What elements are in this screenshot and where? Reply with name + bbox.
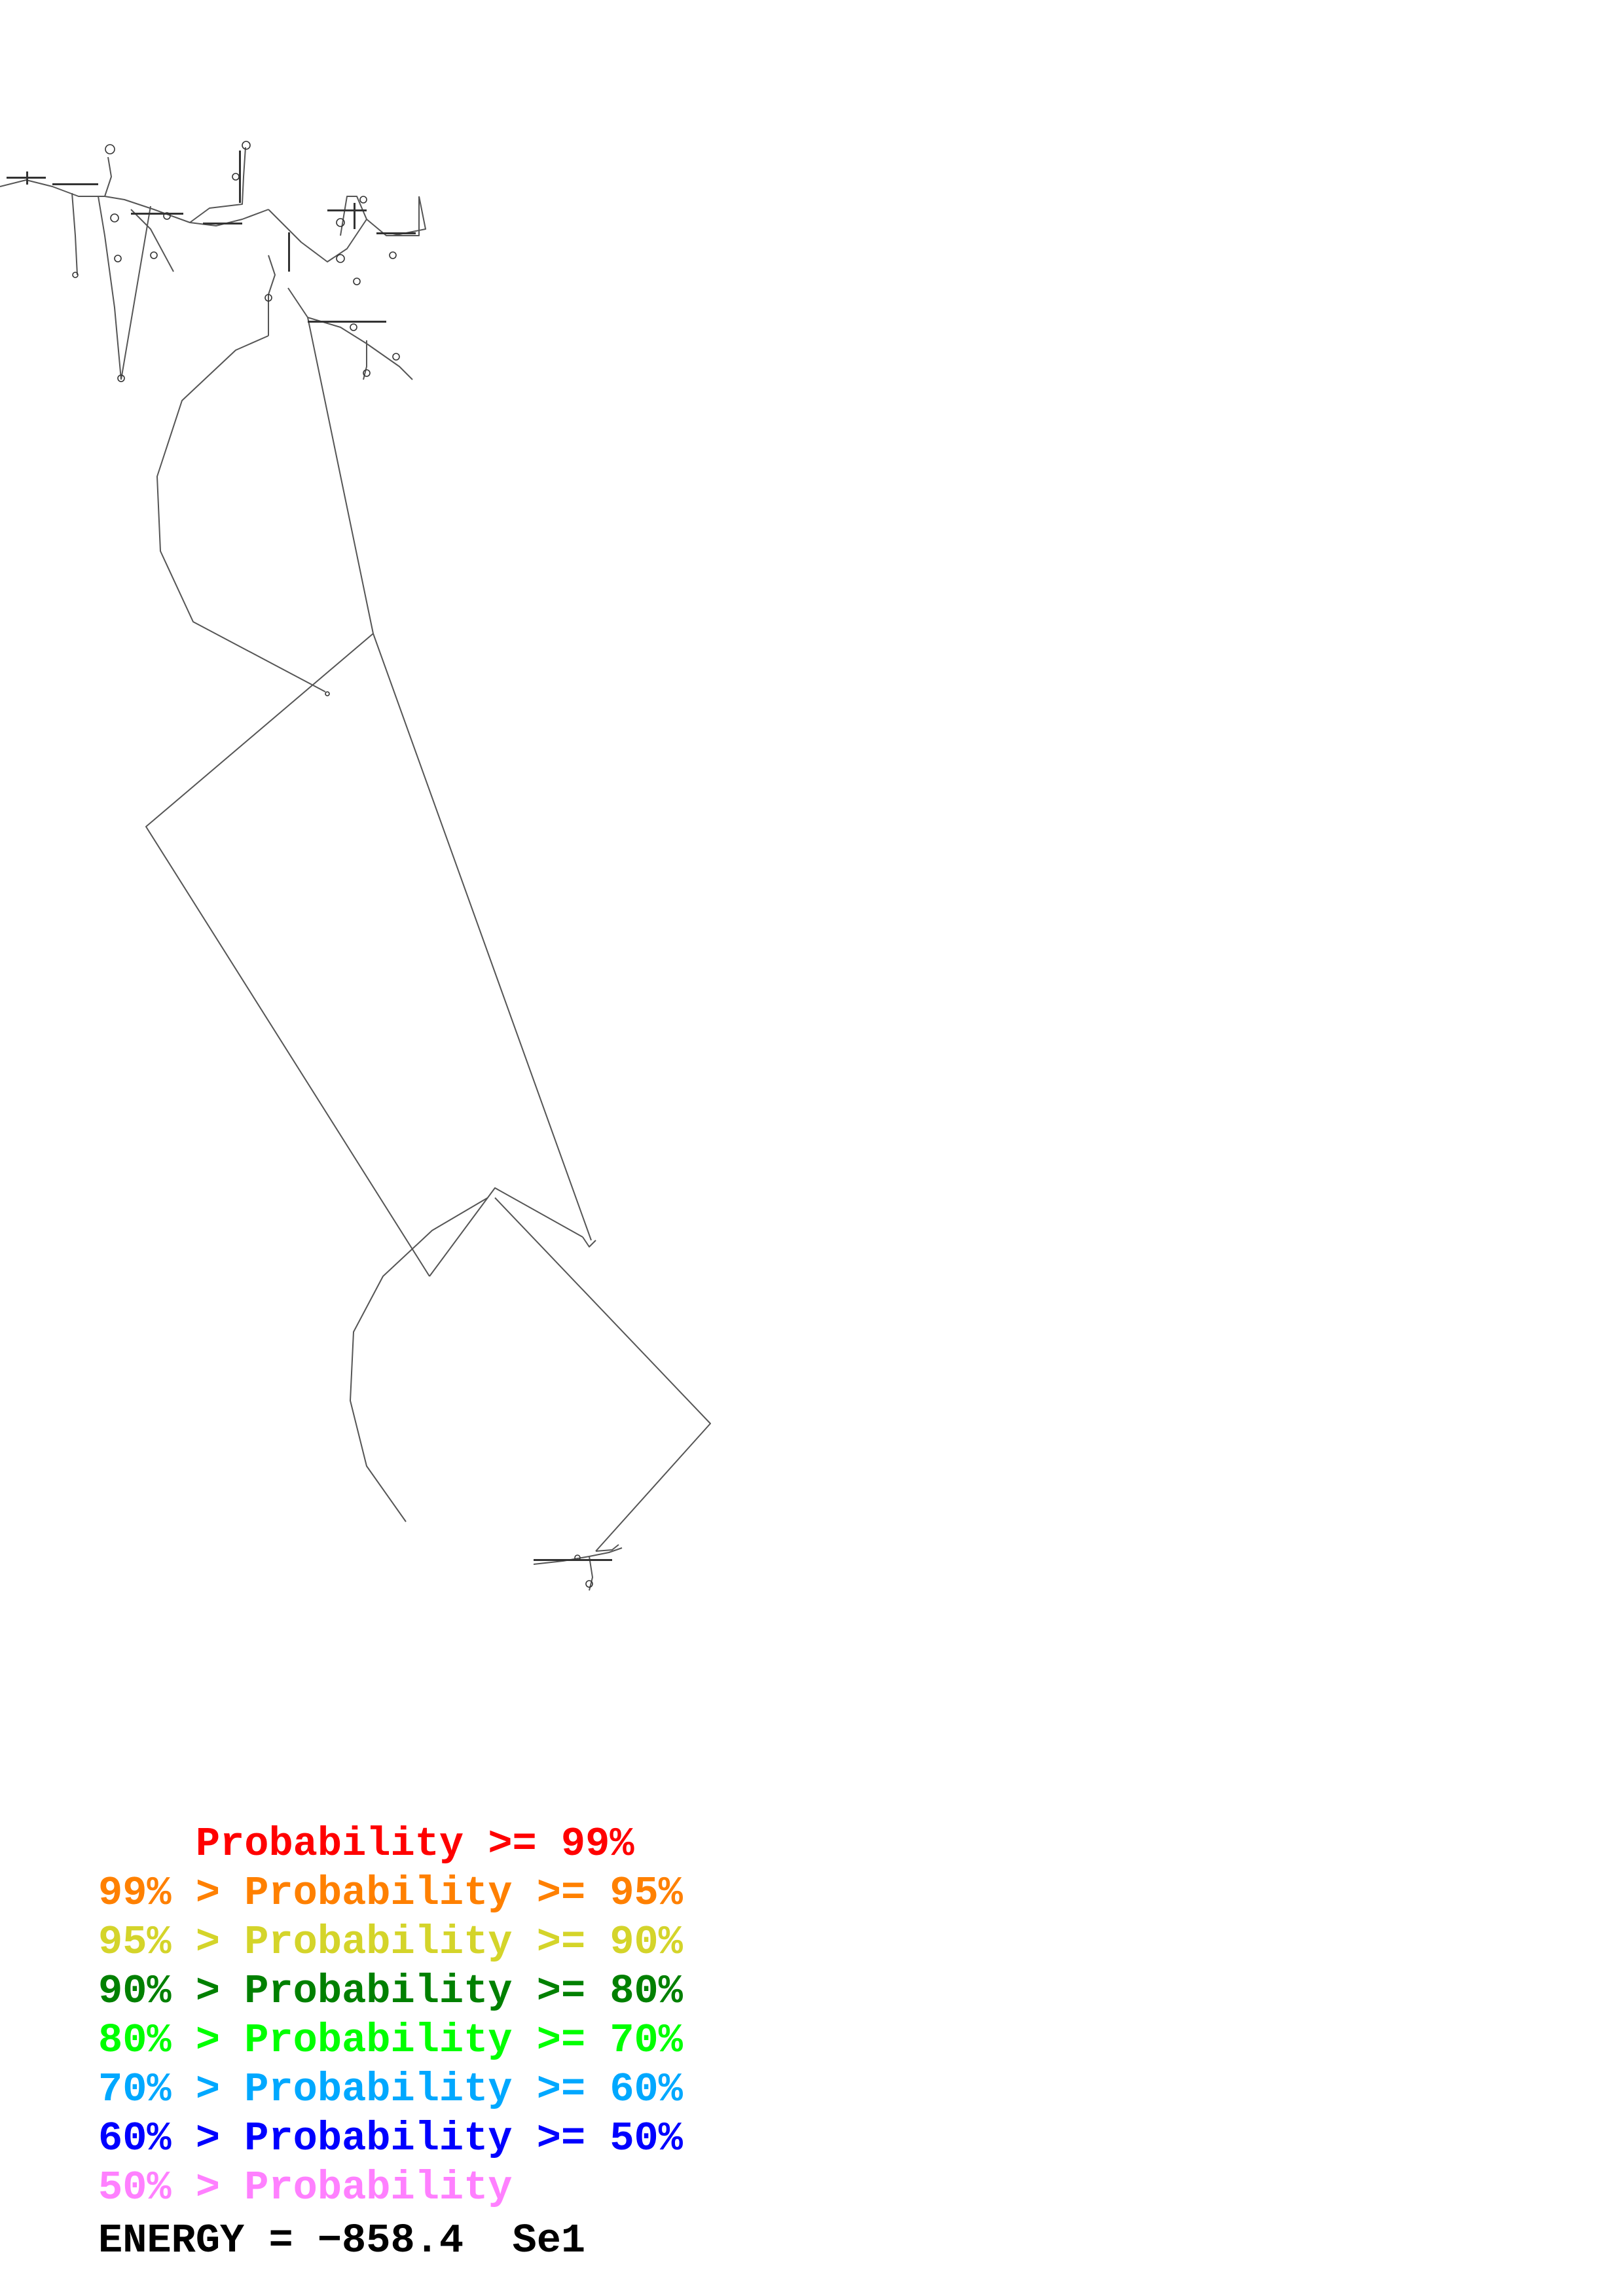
hairpin-loop [389, 251, 397, 259]
legend-label: Probability [244, 2115, 513, 2162]
legend-tail: >= 60% [512, 2066, 683, 2113]
legend-label: Probability [244, 2066, 513, 2113]
legend-tail: >= 80% [512, 1968, 683, 2015]
legend-lead: 90% > [98, 1968, 245, 2015]
helix-branch-7 [130, 209, 174, 272]
legend-row: 50% > Probability [98, 2163, 683, 2212]
hairpin-loop [325, 691, 330, 696]
energy-value: ENERGY = −858.4 [98, 2217, 464, 2264]
legend-label: Probability [244, 2017, 513, 2064]
helix-branch-10 [366, 196, 420, 236]
helix-branch-1 [0, 179, 105, 197]
legend-row: 99% > Probability >= 95% [98, 1869, 683, 1918]
legend-label: Probability [195, 1821, 464, 1867]
helix-branch-13 [287, 287, 413, 380]
helix-branch-6 [104, 156, 112, 197]
legend-lead: 80% > [98, 2017, 245, 2064]
helix-small-hairpin [582, 1236, 596, 1247]
legend-row: Probability >= 99% [98, 1820, 683, 1869]
legend-tail: >= 50% [512, 2115, 683, 2162]
hairpin-loop [110, 213, 119, 223]
backbone-right-strand [307, 317, 592, 1241]
legend-row: 95% > Probability >= 90% [98, 1918, 683, 1967]
legend-label: Probability [244, 1919, 513, 1965]
hairpin-loop [72, 272, 79, 278]
helix-branch-5 [104, 196, 269, 226]
hairpin-loop [392, 353, 400, 361]
structure-name: Se1 [512, 2217, 586, 2264]
helix-branch-3 [98, 196, 122, 380]
hairpin-loop [105, 144, 115, 154]
hairpin-loop [264, 294, 272, 302]
energy-label: ENERGY = −858.4 Se1 [98, 2217, 585, 2264]
legend-lead: 95% > [98, 1919, 245, 1965]
helix-branch-8 [189, 147, 246, 223]
legend-label: Probability [244, 1870, 513, 1916]
hairpin-loop [242, 141, 251, 150]
helix-branch-9 [268, 209, 367, 262]
backbone-descending [494, 1197, 711, 1552]
helix-branch-12 [268, 255, 276, 336]
backbone-junction [429, 1187, 583, 1277]
hairpin-loop [353, 278, 361, 285]
legend-row: 70% > Probability >= 60% [98, 2065, 683, 2114]
legend-label: Probability [244, 2164, 513, 2211]
helix-lower-stem [589, 1556, 593, 1591]
legend-lead: 60% > [98, 2115, 245, 2162]
legend-row: 80% > Probability >= 70% [98, 2016, 683, 2065]
legend-lead: 50% > [98, 2164, 245, 2211]
helix-branch-14 [392, 196, 426, 236]
helix-branch-4 [120, 206, 151, 380]
helix-branch-11 [340, 196, 367, 236]
probability-legend: Probability >= 99% 99% > Probability >= 9… [98, 1820, 683, 2212]
backbone-lower-loop [350, 1197, 488, 1522]
legend-tail: >= 70% [512, 2017, 683, 2064]
hairpin-loop [350, 323, 357, 331]
rna-secondary-structure-diagram [0, 141, 711, 1591]
legend-tail: >= 90% [512, 1919, 683, 1965]
hairpin-loop [150, 251, 158, 259]
legend-lead [98, 1821, 196, 1867]
helix-branch-2 [71, 192, 78, 276]
hairpin-loop [363, 369, 371, 377]
hairpin-loop [117, 374, 125, 382]
hairpin-loop [232, 173, 240, 181]
legend-tail: >= 95% [512, 1870, 683, 1916]
legend-label: Probability [244, 1968, 513, 2015]
legend-tail: >= 99% [464, 1821, 634, 1867]
legend-lead: 70% > [98, 2066, 245, 2113]
helix-lower-right [595, 1544, 619, 1552]
legend-row: 90% > Probability >= 80% [98, 1967, 683, 2016]
hairpin-loop [336, 218, 345, 227]
legend-lead: 99% > [98, 1870, 245, 1916]
backbone-upper-loop [156, 335, 326, 692]
hairpin-loop [114, 255, 122, 262]
hairpin-loop [336, 254, 345, 263]
hairpin-loop [585, 1580, 593, 1588]
backbone-left-strand [145, 633, 430, 1277]
legend-row: 60% > Probability >= 50% [98, 2114, 683, 2163]
hairpin-loop [359, 196, 367, 204]
